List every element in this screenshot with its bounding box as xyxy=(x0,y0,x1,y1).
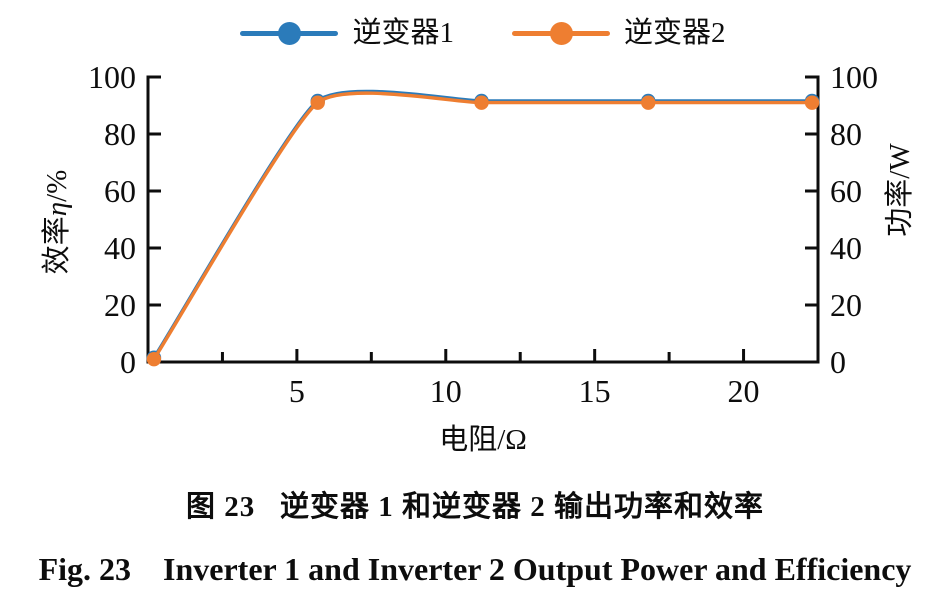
x-tick-label: 10 xyxy=(430,373,462,409)
figure-caption-chinese: 图 23 逆变器 1 和逆变器 2 输出功率和效率 xyxy=(185,491,764,523)
y-left-label-eta: η xyxy=(41,201,73,217)
y-left-tick-label: 60 xyxy=(104,173,136,209)
legend-line-dot-swatch-inverter2 xyxy=(512,21,610,45)
y-left-label-suffix: /% xyxy=(41,169,73,202)
legend: 逆变器1 逆变器2 xyxy=(8,10,950,56)
y-left-tick-label: 80 xyxy=(104,116,136,152)
series-2-line xyxy=(152,91,814,361)
figure-caption-english: Fig. 23 Inverter 1 and Inverter 2 Output… xyxy=(38,551,912,587)
y-axis-label-left: 效率η/% xyxy=(37,92,77,352)
x-tick-label: 5 xyxy=(289,373,305,409)
series-2-marker xyxy=(641,95,656,110)
y-right-tick-label: 80 xyxy=(830,116,862,152)
x-tick-label: 15 xyxy=(579,373,611,409)
series-2-marker xyxy=(146,351,162,367)
legend-label-inverter1: 逆变器1 xyxy=(352,16,454,49)
x-axis-label: 电阻/Ω xyxy=(439,424,527,456)
y-right-tick-label: 20 xyxy=(830,287,862,323)
x-tick-label: 20 xyxy=(728,373,760,409)
series-1-line xyxy=(152,89,814,360)
y-left-tick-label: 100 xyxy=(88,59,136,95)
legend-dot-icon xyxy=(549,21,573,45)
y-left-tick-label: 40 xyxy=(104,230,136,266)
legend-line-dot-swatch-inverter1 xyxy=(240,21,339,45)
y-right-tick-label: 60 xyxy=(830,173,862,209)
y-left-label-prefix: 效率 xyxy=(41,216,73,275)
y-right-tick-label: 40 xyxy=(830,230,862,266)
series-2-marker xyxy=(310,95,325,110)
legend-item-inverter2: 逆变器2 xyxy=(512,16,726,49)
y-right-tick-label: 100 xyxy=(830,59,878,95)
series-2-marker xyxy=(804,95,820,110)
legend-label-inverter2: 逆变器2 xyxy=(624,16,726,49)
series-2-marker xyxy=(474,95,489,110)
legend-dot-icon xyxy=(277,21,301,45)
y-right-tick-label: 0 xyxy=(830,344,846,380)
line-chart: 5 10 15 20 0 20 40 60 80 100 0 20 40 60 80 100 xyxy=(88,59,878,409)
y-axis-label-right: 功率/W xyxy=(884,143,916,237)
y-left-tick-label: 20 xyxy=(104,287,136,323)
y-left-tick-label: 0 xyxy=(120,344,136,380)
legend-item-inverter1: 逆变器1 xyxy=(240,16,454,49)
